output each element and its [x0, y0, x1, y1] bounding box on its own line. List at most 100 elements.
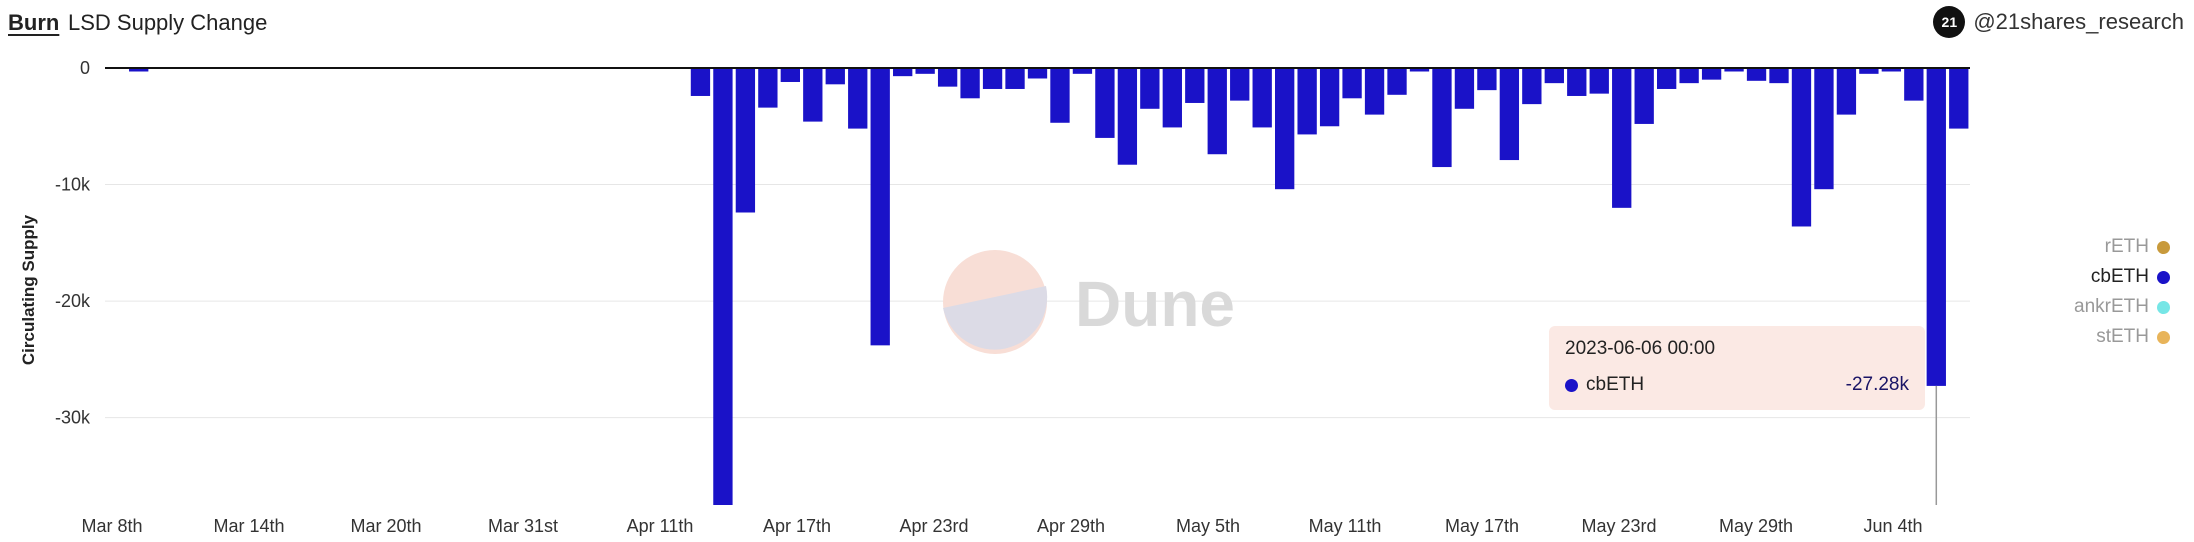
bar	[1297, 68, 1317, 135]
bar	[825, 68, 845, 85]
legend-label: stETH	[2096, 326, 2149, 347]
bar	[1162, 68, 1182, 128]
y-tick-label: -10k	[55, 175, 91, 195]
bar	[1252, 68, 1272, 128]
bar	[713, 68, 733, 505]
x-tick-label: Jun 4th	[1863, 516, 1922, 536]
x-tick-label: Mar 31st	[488, 516, 558, 536]
x-tick-label: Apr 17th	[763, 516, 831, 536]
bar	[937, 68, 958, 87]
bar	[1364, 68, 1385, 115]
bar	[1072, 68, 1093, 74]
bar	[1567, 68, 1587, 96]
x-axis-ticks: Mar 8th Mar 14th Mar 20th Mar 31st Apr 11th A…	[81, 516, 1922, 536]
tooltip-value: -27.28k	[1845, 374, 1909, 395]
dune-watermark: Dune	[943, 250, 1235, 354]
tooltip-title: 2023-06-06 00:00	[1565, 338, 1716, 359]
bar	[1791, 68, 1812, 227]
y-tick-label: 0	[80, 58, 90, 78]
bar	[1409, 68, 1430, 72]
x-tick-label: Mar 8th	[81, 516, 142, 536]
brand[interactable]: 21 @21shares_research	[1933, 6, 2184, 38]
x-tick-label: Apr 29th	[1037, 516, 1105, 536]
bar	[1634, 68, 1654, 124]
bar	[960, 68, 980, 99]
dune-logo-lower-icon	[943, 286, 1048, 350]
tooltip-series-name: cbETH	[1586, 374, 1645, 395]
bar	[1342, 68, 1362, 99]
bar	[690, 68, 711, 96]
legend-item-steth[interactable]: stETH	[2074, 322, 2170, 352]
bar	[129, 68, 149, 72]
bar	[1769, 68, 1789, 84]
bar	[1027, 68, 1048, 79]
x-tick-label: Mar 20th	[350, 516, 421, 536]
bar	[1432, 68, 1452, 168]
legend-item-ankreth[interactable]: ankrETH	[2074, 292, 2170, 322]
y-tick-label: -20k	[55, 291, 91, 311]
legend-dot-icon	[2157, 300, 2170, 314]
bar	[1477, 68, 1497, 91]
x-tick-label: May 5th	[1176, 516, 1240, 536]
legend-dot-icon	[2157, 330, 2170, 344]
bar	[1836, 68, 1857, 115]
bar	[1454, 68, 1475, 109]
bar	[780, 68, 800, 82]
brand-logo: 21	[1933, 6, 1966, 38]
x-tick-label: May 17th	[1445, 516, 1519, 536]
brand-handle: @21shares_research	[1973, 9, 2184, 34]
bar	[1387, 68, 1407, 95]
x-tick-label: Apr 11th	[627, 516, 694, 536]
bar	[1275, 68, 1295, 190]
x-tick-label: Apr 23rd	[899, 516, 968, 536]
tooltip: 2023-06-06 00:00 cbETH -27.28k	[1549, 326, 1925, 410]
bar	[915, 68, 935, 74]
y-axis-ticks: 0 -10k -20k -30k	[55, 58, 91, 428]
x-tick-label: May 11th	[1309, 516, 1382, 536]
x-tick-label: May 23rd	[1581, 516, 1656, 536]
legend-label: rETH	[2104, 236, 2149, 257]
bar	[1005, 68, 1025, 89]
tab-lsd-supply-change[interactable]: LSD Supply Change	[68, 10, 268, 35]
bar	[758, 68, 778, 108]
legend: rETH cbETH ankrETH stETH	[2074, 232, 2170, 352]
legend-item-reth[interactable]: rETH	[2074, 232, 2170, 262]
tooltip-row: cbETH -27.28k	[1565, 374, 1909, 396]
bar	[1589, 68, 1609, 94]
tooltip-series-dot-icon	[1565, 378, 1578, 392]
x-tick-label: Mar 14th	[213, 516, 284, 536]
bar	[803, 68, 823, 122]
legend-dot-icon	[2157, 270, 2170, 284]
bar	[1185, 68, 1205, 103]
tab-burn[interactable]: Burn	[8, 10, 60, 35]
watermark-text: Dune	[1075, 268, 1235, 340]
y-axis-label: Circulating Supply	[19, 214, 38, 365]
bar	[735, 68, 756, 213]
y-tick-label: -30k	[55, 408, 91, 428]
legend-item-cbeth[interactable]: cbETH	[2074, 262, 2170, 292]
bar	[1701, 68, 1722, 80]
bar	[1949, 68, 1969, 129]
bar	[1881, 68, 1902, 72]
bar	[1230, 68, 1250, 101]
bar	[1140, 68, 1160, 109]
bar	[1319, 68, 1340, 127]
bar	[1207, 68, 1227, 155]
chart-header: Burn LSD Supply Change 21 @21shares_rese…	[0, 0, 2194, 44]
x-tick-label: May 29th	[1719, 516, 1793, 536]
legend-label: ankrETH	[2074, 296, 2149, 317]
bar	[1814, 68, 1834, 190]
bar	[1499, 68, 1520, 161]
legend-label: cbETH	[2090, 266, 2149, 287]
bar	[1859, 68, 1879, 74]
bar	[1095, 68, 1115, 138]
bar	[893, 68, 913, 77]
series-cbeth	[106, 68, 1969, 505]
bar	[1612, 68, 1632, 208]
bar	[1724, 68, 1744, 72]
bar	[982, 68, 1003, 89]
bar	[1117, 68, 1138, 165]
legend-dot-icon	[2157, 240, 2170, 254]
bar	[848, 68, 868, 129]
